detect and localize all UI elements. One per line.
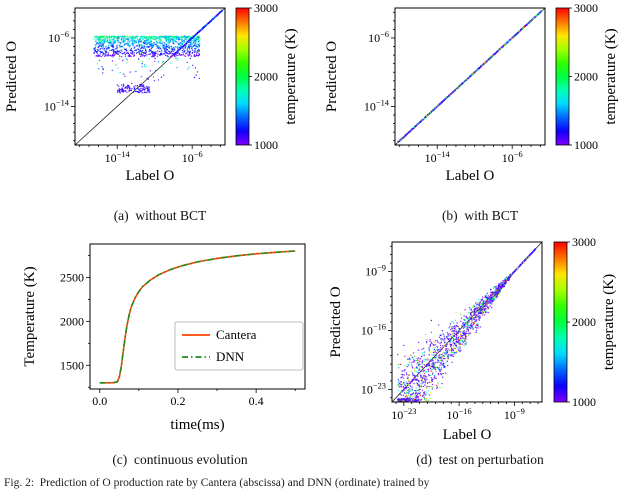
subcaption-d: (d) test on perturbation: [416, 452, 544, 467]
legend-label-cantera: Cantera: [216, 327, 257, 342]
svg-text:10−16: 10−16: [447, 407, 472, 422]
scatter-points: [397, 248, 537, 402]
svg-text:10−6: 10−6: [48, 30, 69, 45]
colorbar: 1000 2000 3000 temperature (K): [555, 1, 619, 152]
legend-label-dnn: DNN: [216, 349, 245, 364]
svg-text:0.2: 0.2: [170, 394, 185, 408]
colorbar: 1000 2000 3000 temperature (K): [553, 235, 617, 409]
svg-text:10−9: 10−9: [504, 407, 525, 422]
colorbar: 1000 2000 3000 temperature (K): [235, 1, 299, 152]
colorbar-tick-label: 2000: [254, 70, 278, 84]
svg-text:1500: 1500: [60, 358, 84, 372]
colorbar-label: temperature (K): [601, 274, 617, 370]
svg-text:2500: 2500: [60, 270, 84, 284]
colorbar-tick-label: 1000: [572, 395, 596, 409]
colorbar-tick-label: 3000: [572, 235, 596, 249]
subcaption-c: (c) continuous evolution: [112, 452, 248, 467]
colorbar-label: temperature (K): [603, 28, 619, 124]
svg-text:10−6: 10−6: [368, 30, 389, 45]
chart-with-bct: 10−14 10−6 10−14 10−6 Label O Predicted O 1000…: [320, 0, 640, 205]
svg-text:10−14: 10−14: [44, 98, 70, 113]
svg-text:0.4: 0.4: [249, 394, 264, 408]
colorbar-tick-label: 3000: [574, 1, 598, 15]
plot-frame: [394, 7, 546, 146]
plot-frame: [89, 243, 306, 390]
legend: Cantera DNN: [174, 321, 304, 371]
y-axis-label: Temperature (K): [22, 266, 38, 366]
chart-a-canvas: 10−14 10−6 10−14 10−6 Label O Predicted O 1000…: [4, 1, 299, 184]
axes: 0.0 0.2 0.4 1500 2000 2500: [60, 255, 296, 408]
svg-text:10−14: 10−14: [364, 98, 390, 113]
colorbar-tick-label: 1000: [574, 138, 598, 152]
svg-text:10−14: 10−14: [105, 150, 131, 165]
series-cantera: [99, 250, 296, 384]
svg-text:10−6: 10−6: [182, 150, 203, 165]
svg-text:10−9: 10−9: [365, 263, 386, 278]
svg-text:10−23: 10−23: [361, 381, 386, 396]
y-axis-label: Predicted O: [4, 41, 20, 112]
colorbar-tick-label: 2000: [574, 70, 598, 84]
subcaption-b: (b) with BCT: [441, 208, 519, 223]
colorbar-tick-label: 2000: [572, 315, 596, 329]
svg-text:0.0: 0.0: [92, 394, 107, 408]
y-axis-label: Predicted O: [324, 41, 340, 112]
axes: 10−14 10−6 10−14 10−6: [364, 11, 541, 165]
x-axis-label: time(ms): [170, 417, 224, 433]
x-axis-label: Label O: [446, 168, 495, 184]
y-axis-label: Predicted O: [328, 286, 344, 357]
chart-test-on-perturbation: 10−23 10−16 10−9 10−23 10−16 10−9 Label O Predi…: [320, 232, 640, 450]
svg-text:10−16: 10−16: [361, 322, 386, 337]
figure-caption: Fig. 2: Prediction of O production rate …: [4, 477, 430, 489]
svg-text:10−6: 10−6: [502, 150, 523, 165]
subcaption-a: (a) without BCT: [113, 208, 207, 223]
colorbar-tick-label: 1000: [254, 138, 278, 152]
chart-d-canvas: 10−23 10−16 10−9 10−23 10−16 10−9 Label O Predi…: [328, 235, 617, 443]
plot-frame: [391, 241, 543, 403]
colorbar-tick-label: 3000: [254, 1, 278, 15]
colorbar-label: temperature (K): [283, 28, 299, 124]
svg-text:10−23: 10−23: [391, 407, 416, 422]
chart-b-canvas: 10−14 10−6 10−14 10−6 Label O Predicted O 1000…: [324, 1, 619, 184]
x-axis-label: Label O: [126, 168, 175, 184]
chart-without-bct: 10−14 10−6 10−14 10−6 Label O Predicted O 1000…: [0, 0, 320, 205]
svg-text:2000: 2000: [60, 314, 84, 328]
svg-text:10−14: 10−14: [425, 150, 451, 165]
x-axis-label: Label O: [443, 427, 492, 443]
chart-c-canvas: 0.0 0.2 0.4 1500 2000 2500 time(ms) Temperature…: [22, 243, 306, 433]
scatter-points: [93, 9, 223, 94]
chart-continuous-evolution: 0.0 0.2 0.4 1500 2000 2500 time(ms) Temperature…: [10, 232, 350, 450]
scatter-points: [397, 10, 543, 144]
plot-frame: [74, 7, 226, 146]
